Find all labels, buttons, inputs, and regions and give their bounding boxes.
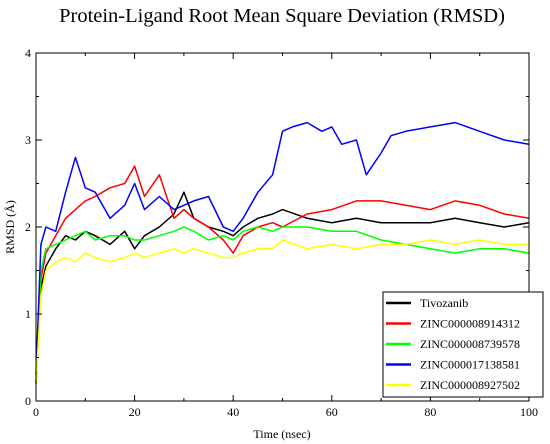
x-axis-title: Time (nsec) xyxy=(253,427,310,441)
x-tick-label: 100 xyxy=(520,405,538,419)
y-tick-label: 1 xyxy=(25,307,31,321)
x-tick-label: 0 xyxy=(33,405,39,419)
y-tick-label: 2 xyxy=(25,220,31,234)
series-line-4 xyxy=(35,121,530,375)
chart-title: Protein-Ligand Root Mean Square Deviatio… xyxy=(59,5,505,27)
legend-label-5: ZINC000008927502 xyxy=(420,378,520,392)
series-line-5 xyxy=(35,239,529,384)
x-tick-label: 20 xyxy=(129,405,141,419)
y-tick-label: 0 xyxy=(25,394,31,408)
legend-label-2: ZINC000008914312 xyxy=(420,317,520,331)
y-axis-title: RMSD (Å) xyxy=(3,200,17,254)
y-tick-label: 4 xyxy=(25,46,31,60)
series-line-2 xyxy=(35,165,530,384)
series-layer xyxy=(35,121,530,384)
legend-label-3: ZINC000008739578 xyxy=(420,337,520,351)
x-tick-label: 40 xyxy=(227,405,239,419)
series-line-3 xyxy=(35,226,530,384)
y-tick-label: 3 xyxy=(25,133,31,147)
legend-label-4: ZINC000017138581 xyxy=(420,358,520,372)
x-tick-label: 60 xyxy=(326,405,338,419)
legend-items: Tivozanib ZINC000008914312 ZINC00000873957… xyxy=(386,296,520,392)
legend: Tivozanib ZINC000008914312 ZINC00000873957… xyxy=(382,291,544,398)
ticks-layer: 0 20 40 60 80 100 0 1 2 3 4 xyxy=(25,46,538,419)
legend-label-1: Tivozanib xyxy=(420,296,468,310)
x-tick-label: 80 xyxy=(424,405,436,419)
